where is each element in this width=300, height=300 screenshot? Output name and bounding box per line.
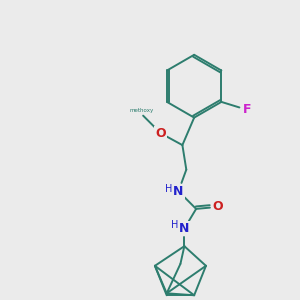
Text: H: H [165, 184, 172, 194]
Text: H: H [171, 220, 178, 230]
Text: N: N [173, 185, 184, 198]
Text: N: N [179, 222, 190, 235]
Text: O: O [212, 200, 223, 213]
Text: F: F [243, 103, 251, 116]
Text: methoxy: methoxy [129, 108, 153, 113]
Text: O: O [155, 127, 166, 140]
